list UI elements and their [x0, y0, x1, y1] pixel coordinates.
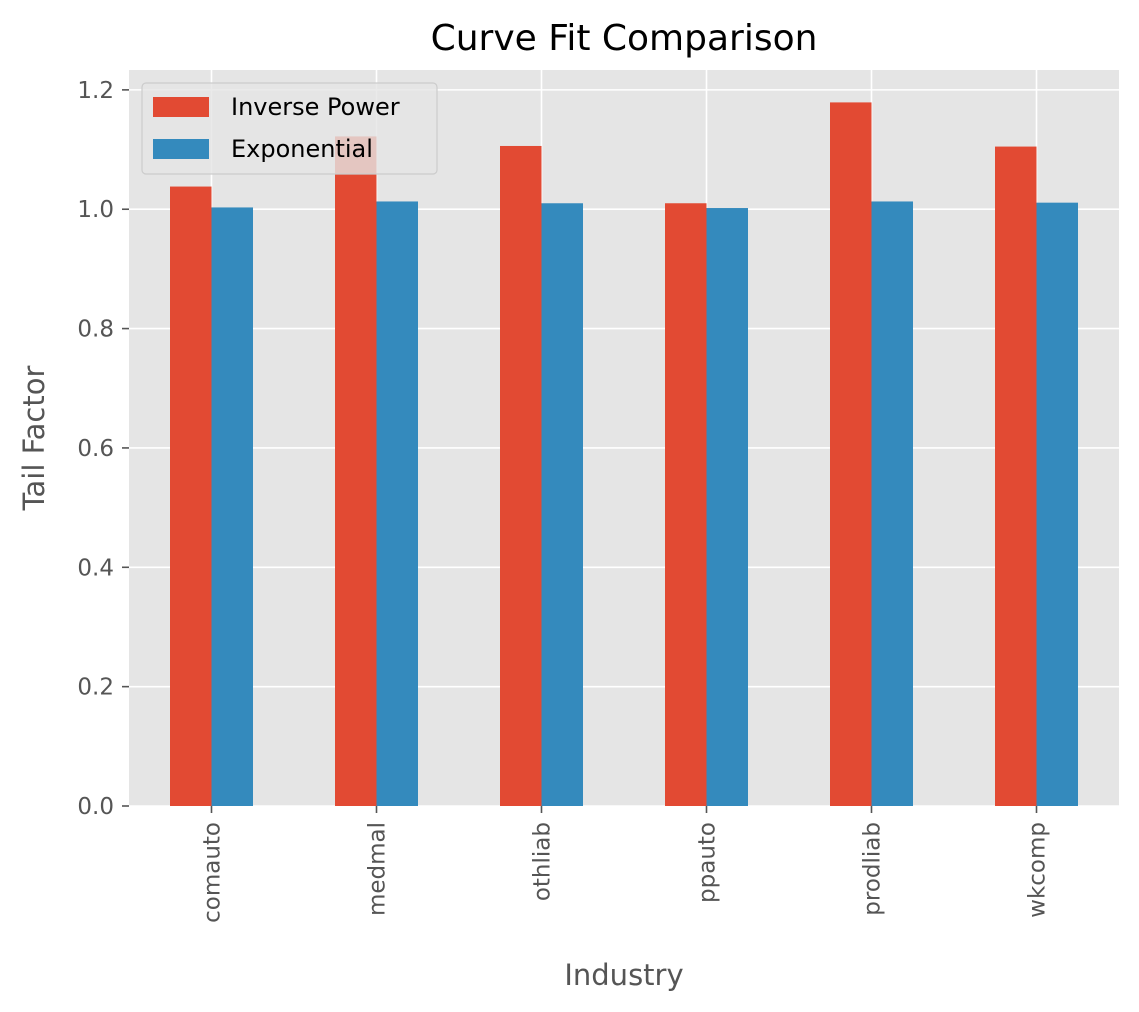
- x-tick-label: wkcomp: [1025, 822, 1051, 918]
- bar-prodliab-inverse-power: [830, 102, 872, 806]
- bar-ppauto-exponential: [706, 208, 748, 806]
- bar-wkcomp-exponential: [1036, 202, 1078, 807]
- legend-swatch: [153, 139, 209, 159]
- y-tick-label: 1.2: [77, 78, 114, 104]
- x-axis-label: Industry: [564, 958, 683, 992]
- x-tick-label: medmal: [365, 822, 391, 916]
- bar-medmal-inverse-power: [335, 136, 377, 806]
- bar-ppauto-inverse-power: [665, 203, 707, 806]
- bar-othliab-inverse-power: [500, 145, 542, 807]
- legend-label: Exponential: [231, 135, 373, 163]
- bar-comauto-inverse-power: [170, 186, 212, 806]
- y-axis-label: Tail Factor: [17, 366, 51, 512]
- bar-comauto-exponential: [211, 207, 253, 807]
- y-tick-label: 0.8: [77, 317, 114, 343]
- legend-swatch: [153, 97, 209, 117]
- legend-label: Inverse Power: [231, 93, 400, 121]
- x-tick-label: othliab: [530, 822, 556, 901]
- bar-wkcomp-inverse-power: [995, 146, 1037, 806]
- y-tick-label: 0.0: [77, 794, 114, 820]
- bar-prodliab-exponential: [871, 201, 913, 807]
- x-tick-label: comauto: [200, 822, 226, 923]
- y-tick-label: 0.4: [77, 555, 114, 581]
- y-tick-label: 0.2: [77, 675, 114, 701]
- legend: Inverse Power Exponential: [141, 82, 438, 175]
- bars: [170, 102, 1078, 807]
- bar-medmal-exponential: [376, 201, 418, 807]
- x-axis: comauto medmal othliab ppauto prodliab wkcomp: [200, 806, 1051, 923]
- y-axis: 0.0 0.2 0.4 0.6 0.8 1.0 1.2: [77, 78, 129, 820]
- x-tick-label: prodliab: [860, 822, 886, 916]
- x-tick-label: ppauto: [695, 822, 721, 903]
- y-tick-label: 0.6: [77, 436, 114, 462]
- plot-area: [129, 70, 1119, 806]
- y-tick-label: 1.0: [77, 197, 114, 223]
- bar-othliab-exponential: [541, 203, 583, 806]
- chart-title: Curve Fit Comparison: [431, 18, 818, 59]
- legend-box: [141, 82, 438, 175]
